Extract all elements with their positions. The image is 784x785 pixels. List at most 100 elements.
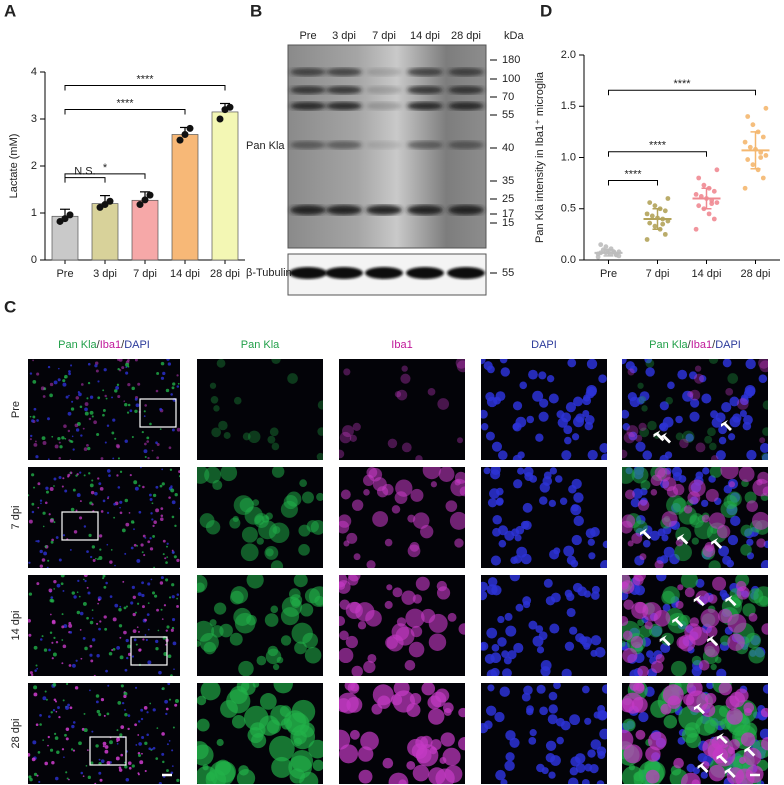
cell: [204, 467, 221, 484]
cell: [133, 528, 135, 531]
data-point: [146, 191, 154, 199]
cell: [563, 545, 575, 557]
cell: [171, 515, 175, 519]
cell: [430, 481, 438, 488]
cell: [622, 718, 636, 732]
cell: [33, 407, 37, 411]
cell: [660, 703, 672, 715]
cell: [405, 608, 425, 628]
cell: [642, 539, 651, 548]
cell: [553, 547, 561, 555]
data-point: [66, 211, 74, 219]
cell: [39, 723, 42, 726]
cell: [95, 369, 99, 373]
cell: [62, 644, 67, 649]
cell: [174, 524, 177, 528]
cell: [310, 520, 323, 535]
cell: [672, 471, 682, 482]
cell: [51, 538, 54, 542]
cell: [437, 398, 450, 410]
arrow: [693, 595, 705, 607]
cell: [64, 489, 68, 493]
significance-bracket: [608, 151, 707, 157]
cell: [68, 664, 72, 667]
cell: [55, 536, 59, 539]
cell: [83, 578, 85, 581]
cell: [357, 621, 367, 630]
cell: [103, 615, 107, 619]
cell: [588, 552, 596, 560]
cell: [82, 601, 87, 606]
cell: [233, 607, 252, 626]
cell: [146, 733, 149, 737]
cell: [166, 542, 169, 545]
cell: [691, 537, 699, 545]
cell: [236, 769, 256, 784]
cell: [677, 584, 684, 591]
cell: [343, 540, 350, 547]
data-point: [696, 203, 702, 209]
cell: [97, 477, 100, 480]
cell: [499, 359, 508, 364]
cell: [638, 711, 649, 723]
cell: [545, 740, 557, 751]
lane-label: 14 dpi: [410, 30, 440, 42]
data-point: [758, 155, 764, 160]
cell: [141, 593, 145, 598]
cell: [51, 657, 54, 660]
lane-label: Pre: [299, 30, 316, 42]
cell: [386, 584, 393, 591]
cell: [491, 585, 502, 596]
cell: [29, 415, 32, 418]
cell: [62, 379, 66, 383]
data-point: [652, 223, 658, 229]
cell: [231, 715, 246, 729]
cell: [727, 534, 739, 546]
cell: [61, 748, 65, 751]
cell: [420, 735, 433, 749]
cell: [29, 438, 32, 441]
blot-band: [407, 68, 443, 76]
cell: [62, 590, 65, 592]
cell: [119, 655, 124, 660]
cell: [143, 706, 148, 710]
cell: [91, 545, 96, 549]
cell: [695, 442, 706, 453]
cell: [137, 773, 140, 776]
data-point: [181, 131, 189, 139]
cell: [49, 487, 54, 491]
cell: [654, 560, 664, 568]
cell: [99, 620, 102, 623]
cell: [160, 376, 165, 380]
cell: [517, 467, 525, 475]
cell: [87, 362, 91, 366]
cell: [57, 706, 60, 709]
blot-band: [448, 141, 484, 149]
cell: [455, 359, 465, 369]
cell: [116, 474, 119, 477]
cell: [512, 423, 520, 431]
cell: [622, 640, 626, 647]
cell: [289, 768, 305, 784]
cell: [689, 515, 700, 526]
cell: [565, 402, 577, 413]
cell: [165, 629, 168, 632]
cell: [339, 580, 351, 594]
cell: [762, 400, 768, 410]
cell: [509, 575, 521, 582]
cell: [143, 415, 146, 418]
data-point: [216, 115, 224, 123]
cell: [79, 629, 82, 631]
cell: [645, 359, 655, 368]
cell: [748, 612, 758, 622]
cell: [28, 561, 31, 564]
cell: [102, 499, 106, 503]
cell: [118, 768, 123, 772]
micrograph-content: [481, 683, 607, 784]
cell: [377, 695, 391, 709]
cell: [71, 724, 75, 729]
cell: [66, 683, 69, 686]
cell: [86, 444, 89, 447]
cell: [708, 764, 726, 782]
cell: [516, 546, 528, 558]
